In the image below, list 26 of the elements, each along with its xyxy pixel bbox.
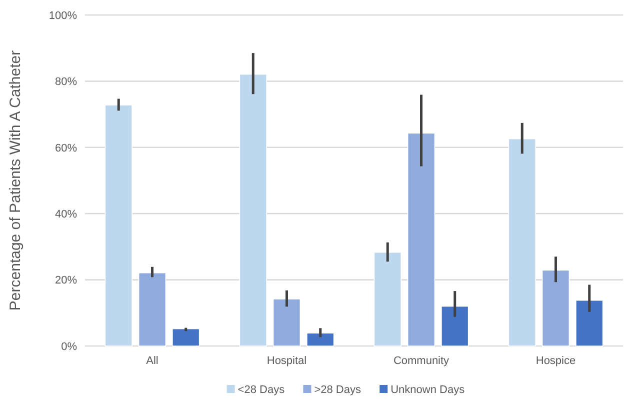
bar (104, 104, 132, 346)
y-tick-label: 40% (54, 208, 78, 220)
bar (172, 328, 200, 346)
bar (542, 270, 570, 346)
y-tick-label: 80% (54, 76, 78, 88)
legend-label: >28 Days (314, 384, 362, 396)
y-tick-label: 100% (48, 10, 78, 22)
x-tick-label: Hospice (536, 355, 576, 367)
y-axis-title: Percentage of Patients With A Catheter (7, 50, 24, 311)
bar (576, 300, 604, 346)
bar (374, 252, 402, 346)
bar (441, 306, 469, 346)
y-tick-label: 60% (54, 142, 78, 154)
legend-label: Unknown Days (390, 384, 466, 396)
y-tick-label: 0% (61, 340, 78, 353)
bar (272, 298, 301, 346)
bar (407, 132, 436, 346)
legend-label: <28 Days (238, 384, 286, 396)
x-tick-label: Community (393, 355, 450, 367)
x-tick-label: Hospital (266, 355, 307, 367)
bar (306, 332, 334, 346)
y-tick-label: 20% (54, 274, 78, 287)
bar (239, 74, 267, 346)
x-tick-label: All (146, 355, 158, 367)
bar (138, 272, 166, 346)
bar (508, 138, 536, 346)
